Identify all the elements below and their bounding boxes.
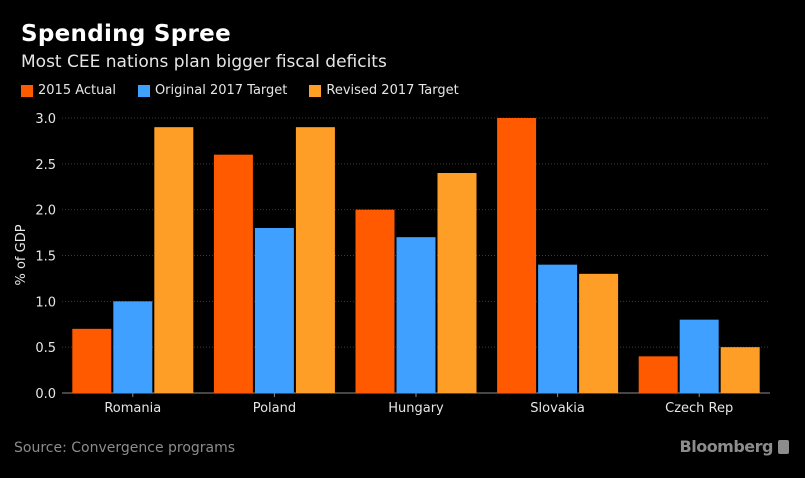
y-tick-label: 2.0 bbox=[35, 204, 56, 219]
x-tick-label: Czech Rep bbox=[665, 401, 733, 416]
y-tick-label: 0.0 bbox=[35, 387, 56, 402]
bar-slovakia-0 bbox=[497, 118, 537, 393]
x-tick-label: Slovakia bbox=[530, 401, 585, 416]
chart-title: Spending Spree bbox=[21, 21, 231, 47]
bar-czech-rep-0 bbox=[638, 356, 678, 393]
legend-swatch bbox=[309, 84, 322, 97]
bar-hungary-0 bbox=[355, 209, 395, 393]
legend-label: 2015 Actual bbox=[38, 83, 116, 98]
y-tick-label: 3.0 bbox=[35, 112, 56, 127]
bar-poland-1 bbox=[254, 228, 294, 393]
bar-chart: % of GDP 0.0 0.5 1.0 1.5 2.0 2.5 3.0 Romania Po… bbox=[14, 112, 770, 416]
chart-subtitle: Most CEE nations plan bigger fiscal defi… bbox=[21, 52, 387, 72]
bar-poland-2 bbox=[295, 127, 335, 394]
y-tick-label: 1.0 bbox=[35, 295, 56, 310]
legend-item-2015-actual: 2015 Actual bbox=[21, 83, 116, 98]
bar-slovakia-2 bbox=[579, 273, 619, 393]
x-tick-label: Poland bbox=[253, 401, 296, 416]
legend-item-original-2017: Original 2017 Target bbox=[137, 83, 288, 98]
bar-czech-rep-1 bbox=[679, 319, 719, 393]
bar-hungary-2 bbox=[437, 173, 477, 393]
legend-swatch bbox=[21, 84, 33, 97]
bar-poland-0 bbox=[213, 154, 253, 393]
bar-romania-0 bbox=[72, 328, 112, 393]
x-tick-label: Romania bbox=[104, 401, 161, 416]
bar-romania-1 bbox=[113, 301, 153, 393]
y-axis-label: % of GDP bbox=[14, 224, 29, 285]
legend-swatch bbox=[137, 84, 150, 97]
bar-slovakia-1 bbox=[538, 264, 578, 393]
y-tick-label: 0.5 bbox=[35, 341, 56, 356]
brand-logo: Bloomberg bbox=[679, 437, 774, 456]
bar-hungary-1 bbox=[396, 237, 436, 393]
x-tick-label: Hungary bbox=[388, 401, 444, 416]
legend-label: Original 2017 Target bbox=[154, 83, 288, 98]
y-tick-label: 1.5 bbox=[35, 250, 56, 265]
y-tick-label: 2.5 bbox=[35, 158, 56, 173]
legend-label: Revised 2017 Target bbox=[326, 83, 459, 98]
legend-item-revised-2017: Revised 2017 Target bbox=[309, 83, 459, 98]
bar-czech-rep-2 bbox=[720, 347, 760, 393]
legend: 2015 Actual Original 2017 Target Revised… bbox=[21, 83, 481, 98]
source-note: Source: Convergence programs bbox=[14, 440, 236, 456]
bar-romania-2 bbox=[154, 127, 194, 394]
bloomberg-chart-icon bbox=[778, 440, 789, 454]
